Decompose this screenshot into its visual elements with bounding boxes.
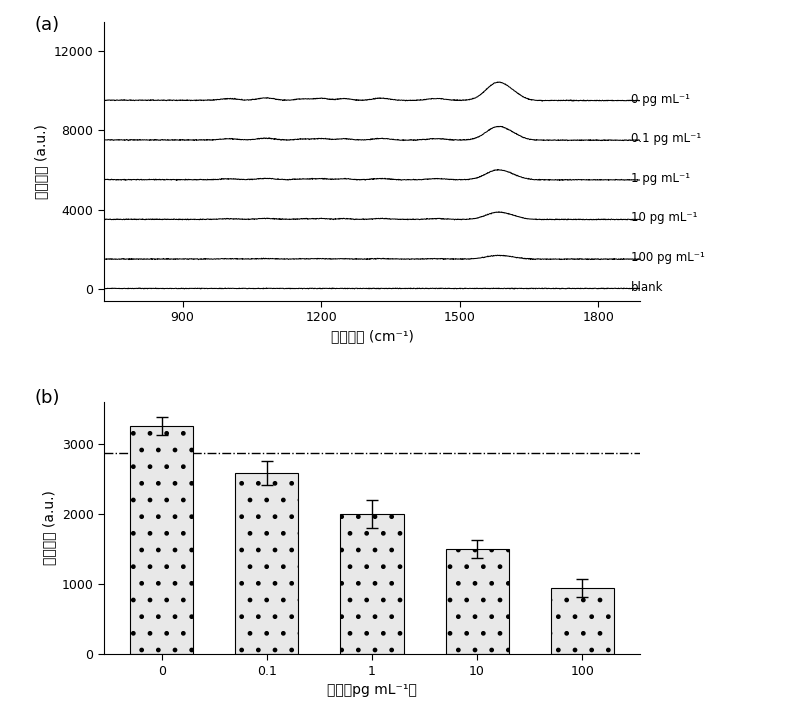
- Bar: [446, 549, 509, 654]
- Text: blank: blank: [630, 280, 663, 294]
- Bar: [341, 514, 403, 654]
- Text: 10 pg mL⁻¹: 10 pg mL⁻¹: [630, 211, 698, 224]
- Text: (a): (a): [34, 16, 59, 34]
- X-axis label: 浓度（pg mL⁻¹）: 浓度（pg mL⁻¹）: [327, 683, 417, 697]
- Y-axis label: 拉曼强度 (a.u.): 拉曼强度 (a.u.): [42, 490, 56, 565]
- Bar: [550, 587, 614, 654]
- Text: 100 pg mL⁻¹: 100 pg mL⁻¹: [630, 251, 705, 264]
- Text: 0.1 pg mL⁻¹: 0.1 pg mL⁻¹: [630, 132, 701, 145]
- Text: 0 pg mL⁻¹: 0 pg mL⁻¹: [630, 93, 690, 106]
- Y-axis label: 拉曼强度 (a.u.): 拉曼强度 (a.u.): [34, 124, 48, 198]
- Text: 1 pg mL⁻¹: 1 pg mL⁻¹: [630, 172, 690, 185]
- Text: (b): (b): [34, 389, 60, 407]
- Bar: [235, 473, 298, 654]
- Bar: [130, 426, 194, 654]
- X-axis label: 拉曼位移 (cm⁻¹): 拉曼位移 (cm⁻¹): [330, 330, 414, 344]
